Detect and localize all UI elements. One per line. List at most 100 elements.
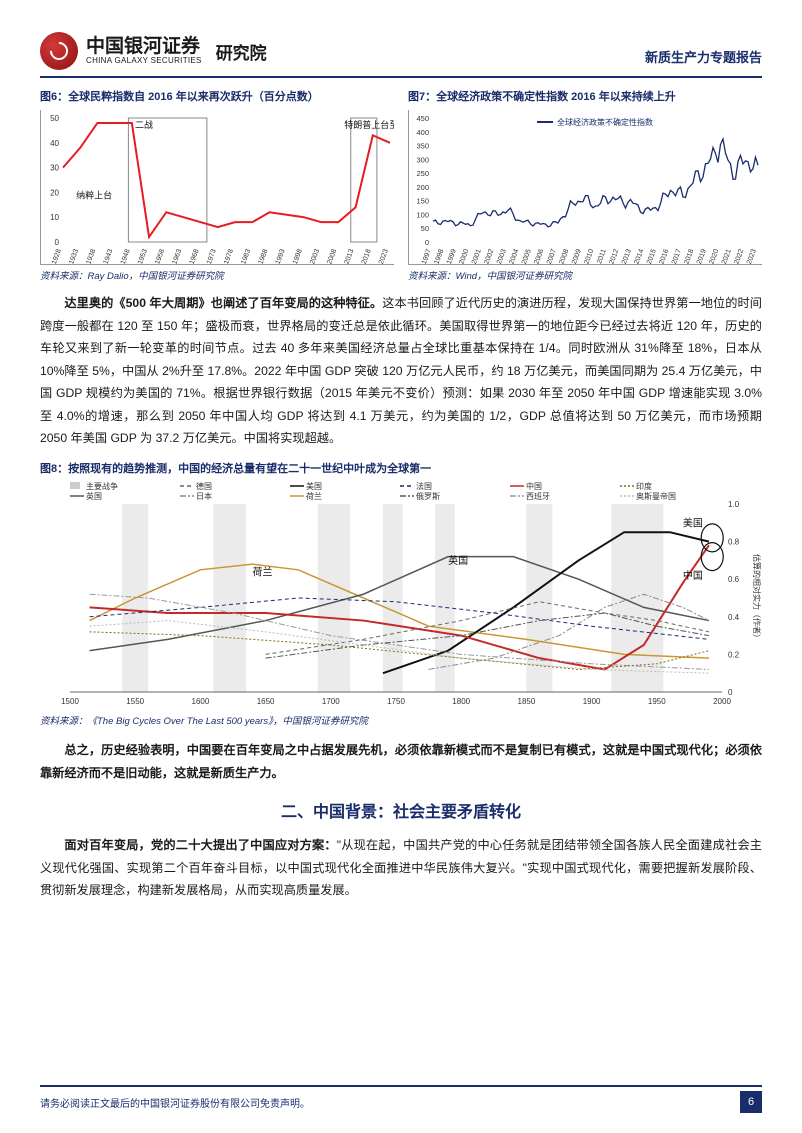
svg-text:1550: 1550	[126, 697, 144, 706]
chart8-source: 资料来源：《The Big Cycles Over The Last 500 y…	[40, 713, 762, 727]
svg-text:20: 20	[50, 188, 59, 197]
svg-text:2000: 2000	[458, 248, 470, 264]
svg-text:0.8: 0.8	[728, 538, 740, 547]
svg-text:2013: 2013	[621, 248, 633, 264]
svg-text:2000: 2000	[713, 697, 731, 706]
svg-text:2018: 2018	[683, 248, 695, 264]
svg-text:估算的相对实力（作者）: 估算的相对实力（作者）	[752, 554, 762, 642]
svg-text:1999: 1999	[446, 248, 458, 264]
institute-label: 研究院	[216, 39, 267, 64]
svg-text:西班牙: 西班牙	[526, 491, 550, 501]
company-name-en: CHINA GALAXY SECURITIES	[86, 56, 202, 65]
svg-text:1500: 1500	[61, 697, 79, 706]
svg-text:40: 40	[50, 139, 59, 148]
svg-text:荷兰: 荷兰	[306, 491, 322, 501]
svg-text:全球经济政策不确定性指数: 全球经济政策不确定性指数	[557, 117, 653, 127]
svg-text:2021: 2021	[721, 248, 733, 264]
svg-text:2014: 2014	[633, 248, 645, 264]
svg-text:1998: 1998	[433, 248, 445, 264]
chart8-canvas: 主要战争德国美国法国中国印度英国日本荷兰俄罗斯西班牙奥斯曼帝国00.20.40.…	[40, 482, 762, 710]
svg-text:2018: 2018	[361, 248, 373, 264]
svg-text:2001: 2001	[471, 248, 483, 264]
svg-text:0: 0	[55, 238, 60, 247]
svg-text:50: 50	[50, 114, 59, 123]
svg-text:450: 450	[416, 114, 429, 123]
svg-text:1.0: 1.0	[728, 500, 740, 509]
svg-text:中国: 中国	[526, 482, 542, 491]
svg-text:0.6: 0.6	[728, 575, 740, 584]
svg-text:1700: 1700	[322, 697, 340, 706]
svg-text:150: 150	[416, 197, 429, 206]
svg-text:2010: 2010	[583, 248, 595, 264]
svg-text:250: 250	[416, 169, 429, 178]
svg-text:2007: 2007	[546, 248, 558, 264]
svg-text:350: 350	[416, 142, 429, 151]
svg-text:1800: 1800	[452, 697, 470, 706]
svg-text:2009: 2009	[571, 248, 583, 264]
svg-text:2020: 2020	[708, 248, 720, 264]
svg-text:1928: 1928	[51, 248, 63, 264]
svg-text:0.2: 0.2	[728, 650, 740, 659]
svg-text:1998: 1998	[292, 248, 304, 264]
svg-text:1900: 1900	[583, 697, 601, 706]
svg-text:奥斯曼帝国: 奥斯曼帝国	[636, 491, 676, 501]
svg-text:400: 400	[416, 128, 429, 137]
svg-text:1963: 1963	[171, 248, 183, 264]
svg-text:特朗普上台至今: 特朗普上台至今	[344, 119, 394, 130]
svg-text:1993: 1993	[275, 248, 287, 264]
svg-text:2017: 2017	[671, 248, 683, 264]
svg-text:2023: 2023	[746, 248, 758, 264]
company-name-cn: 中国银河证券	[86, 37, 202, 56]
chart7-title: 图7：全球经济政策不确定性指数 2016 年以来持续上升	[408, 88, 762, 104]
svg-text:1968: 1968	[189, 248, 201, 264]
svg-text:德国: 德国	[196, 482, 212, 491]
chart8-title: 图8：按照现有的趋势推测，中国的经济总量有望在二十一世纪中叶成为全球第一	[40, 460, 762, 476]
svg-text:俄罗斯: 俄罗斯	[416, 491, 440, 501]
chart6-canvas: 0102030405019281933193819431948195319581…	[40, 110, 394, 265]
svg-text:300: 300	[416, 155, 429, 164]
svg-text:美国: 美国	[306, 482, 322, 491]
charts-row: 图6：全球民粹指数自 2016 年以来再次跃升（百分点数） 0 10 20 30 40 5…	[40, 88, 762, 282]
svg-text:二战: 二战	[135, 120, 153, 130]
chart7-canvas: 0501001502002503003504004501997199819992…	[408, 110, 762, 265]
svg-text:主要战争: 主要战争	[86, 482, 118, 491]
svg-text:1983: 1983	[240, 248, 252, 264]
svg-text:2002: 2002	[483, 248, 495, 264]
svg-text:荷兰: 荷兰	[253, 565, 273, 578]
svg-text:2008: 2008	[326, 248, 338, 264]
svg-text:1958: 1958	[154, 248, 166, 264]
svg-text:30: 30	[50, 164, 59, 173]
svg-text:英国: 英国	[86, 491, 102, 501]
svg-text:10: 10	[50, 213, 59, 222]
svg-text:2023: 2023	[378, 248, 390, 264]
svg-text:中国: 中国	[683, 569, 703, 582]
svg-text:1988: 1988	[257, 248, 269, 264]
page-header: 中国银河证券 CHINA GALAXY SECURITIES 研究院 新质生产力…	[40, 32, 762, 78]
conclusion-paragraph: 总之，历史经验表明，中国要在百年变局之中占据发展先机，必须依靠新模式而不是复制已…	[40, 739, 762, 784]
svg-text:2013: 2013	[344, 248, 356, 264]
svg-text:0.4: 0.4	[728, 613, 740, 622]
svg-text:1973: 1973	[206, 248, 218, 264]
svg-text:法国: 法国	[416, 482, 432, 491]
svg-text:1933: 1933	[68, 248, 80, 264]
lead-sentence-2: 面对百年变局，党的二十大提出了中国应对方案：	[64, 838, 336, 852]
svg-text:0: 0	[425, 238, 429, 247]
svg-text:2006: 2006	[533, 248, 545, 264]
svg-text:1600: 1600	[192, 697, 210, 706]
body-paragraph-2: 面对百年变局，党的二十大提出了中国应对方案："从现在起，中国共产党的中心任务就是…	[40, 834, 762, 902]
svg-text:1948: 1948	[120, 248, 132, 264]
chart6-title: 图6：全球民粹指数自 2016 年以来再次跃升（百分点数）	[40, 88, 394, 104]
body-rest: 这本书回顾了近代历史的演进历程，发现大国保持世界第一地位的时间跨度一般都在 12…	[40, 296, 762, 445]
svg-text:0: 0	[728, 688, 733, 697]
svg-text:1938: 1938	[85, 248, 97, 264]
report-type: 新质生产力专题报告	[645, 47, 762, 66]
body-paragraph-1: 达里奥的《500 年大周期》也阐述了百年变局的这种特征。这本书回顾了近代历史的演…	[40, 292, 762, 450]
svg-text:1997: 1997	[421, 248, 433, 264]
svg-text:2004: 2004	[508, 248, 520, 264]
svg-text:1943: 1943	[103, 248, 115, 264]
chart7-box: 图7：全球经济政策不确定性指数 2016 年以来持续上升 05010015020…	[408, 88, 762, 282]
svg-text:2016: 2016	[658, 248, 670, 264]
svg-text:1950: 1950	[648, 697, 666, 706]
svg-text:50: 50	[421, 224, 429, 233]
svg-text:纳粹上台: 纳粹上台	[76, 190, 112, 201]
